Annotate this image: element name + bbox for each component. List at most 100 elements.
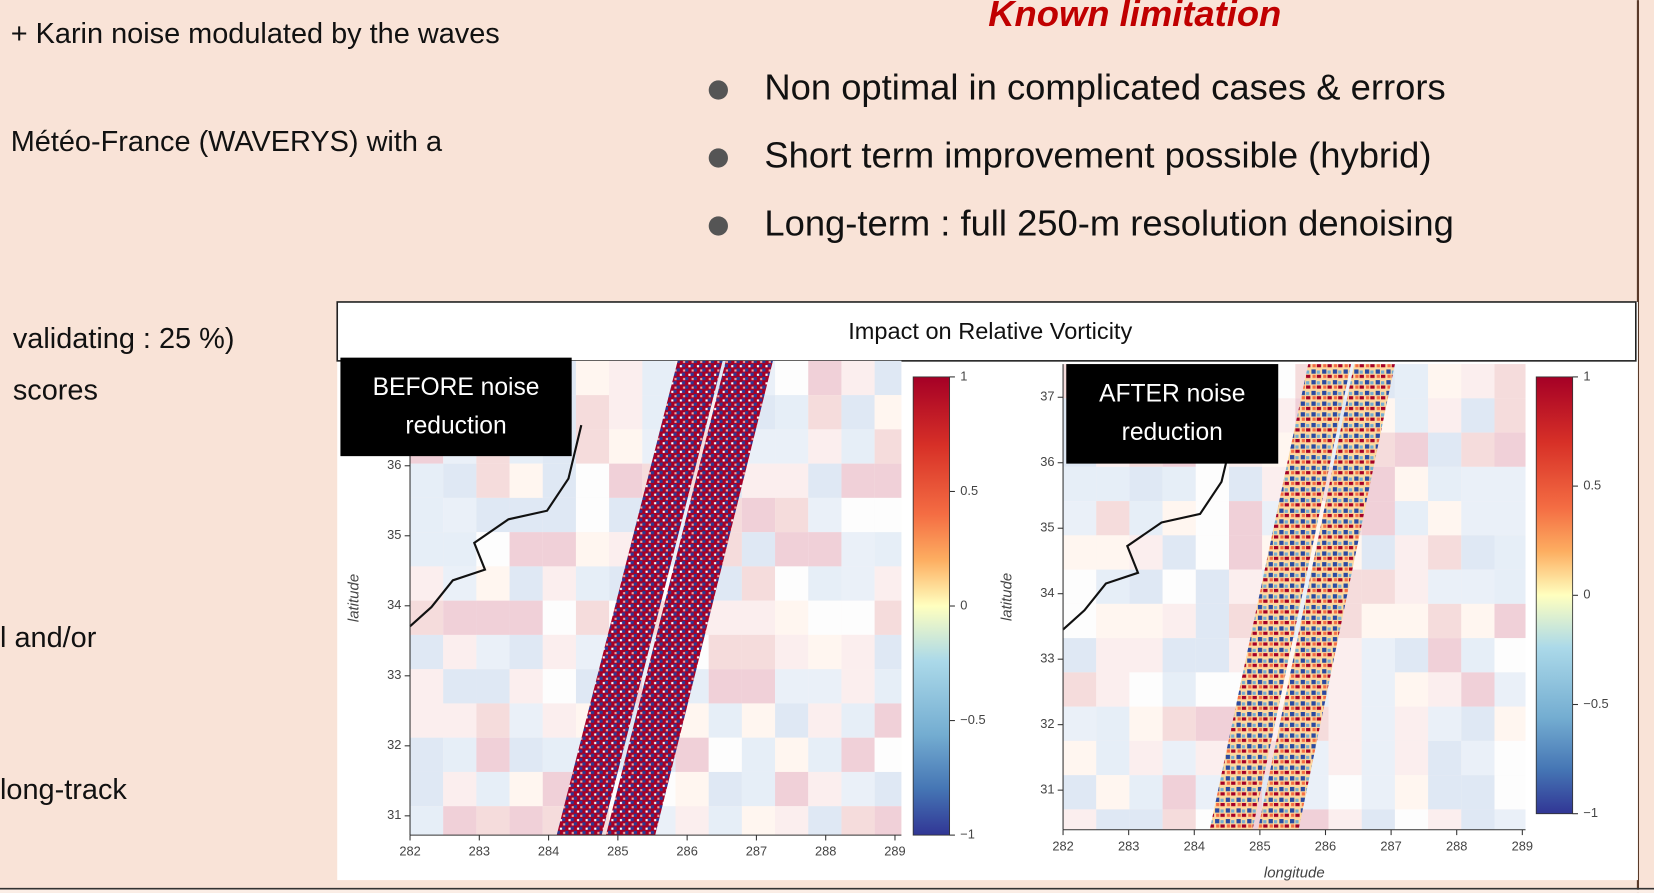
body-text: validating : 25 %) [13, 323, 235, 355]
map-cell [476, 737, 510, 772]
map-cell [741, 771, 776, 807]
map-cell [575, 395, 610, 430]
map-cell [775, 669, 809, 704]
map-cell [808, 566, 842, 601]
map-cell [1063, 603, 1097, 639]
map-cell [1461, 432, 1495, 467]
map-cell [410, 806, 444, 836]
map-cell [708, 600, 742, 635]
x-tick-label: 282 [1052, 838, 1073, 853]
map-panel: 31 32 33 34 35 36 37 282 283 284 285 286 287 288 289 la… [998, 364, 1609, 882]
map-cell [675, 806, 709, 836]
map-cell [1129, 706, 1163, 741]
map-cell [841, 497, 875, 533]
map-cell [1428, 569, 1462, 604]
map-cell [808, 429, 842, 464]
map-cell [443, 771, 477, 807]
swath [1257, 364, 1395, 830]
map-cell [808, 395, 842, 430]
x-tick-label: 289 [884, 844, 905, 859]
map-cell [1428, 740, 1462, 776]
map-cell [1428, 603, 1462, 639]
map-cell [1428, 535, 1462, 570]
map-cell [575, 600, 610, 635]
colorbar-tick-label: 0 [1583, 587, 1590, 602]
map-cell [1461, 603, 1495, 639]
x-tick-label: 286 [676, 844, 697, 859]
map-cell [874, 497, 902, 533]
x-tick-label: 284 [1184, 838, 1205, 853]
y-tick-label: 31 [387, 807, 401, 822]
bullet-dot [708, 148, 728, 168]
body-text: scores [13, 375, 98, 407]
map-cell [1394, 432, 1429, 467]
map-cell [841, 634, 875, 670]
map-cell [841, 566, 875, 601]
map-cell [775, 463, 809, 498]
map-cell [775, 806, 809, 836]
map-cell [1129, 638, 1163, 673]
map-cell [1394, 740, 1429, 776]
map-cell [1096, 809, 1130, 830]
coastline [409, 424, 583, 628]
map-cell [874, 771, 902, 807]
y-tick-label: 34 [387, 597, 401, 612]
coastline [1062, 428, 1236, 631]
map-cell [1428, 706, 1462, 741]
map-cell [443, 497, 477, 533]
map-cell [775, 634, 809, 670]
map-cell [1096, 501, 1130, 536]
map-cell [1394, 775, 1429, 810]
map-cell [708, 771, 742, 807]
limitation-list: Non optimal in complicated cases & error… [708, 67, 1454, 244]
colorbar-tick-label: 1 [960, 368, 967, 383]
map-cell [1129, 672, 1163, 707]
map-cell [1129, 466, 1163, 502]
map-cell [476, 600, 510, 635]
swath [605, 360, 773, 836]
y-axis-label: latitude [345, 574, 362, 622]
map-cell [1195, 672, 1229, 707]
y-tick-label: 36 [387, 457, 401, 472]
map-cell [1361, 569, 1395, 604]
map-cell [1096, 740, 1130, 776]
map-cell [741, 532, 776, 567]
map-cell [476, 703, 510, 738]
colorbar-tick-label: −0.5 [1583, 696, 1608, 711]
map-cell [1063, 706, 1097, 741]
map-cell [1328, 706, 1362, 741]
y-tick-label: 32 [387, 737, 401, 752]
map-cell [1428, 775, 1462, 810]
map-cell [741, 737, 776, 772]
colorbar [912, 376, 951, 836]
map-cell [1394, 638, 1429, 673]
map-cell [1428, 398, 1462, 433]
map-cell [675, 771, 709, 807]
panel-label-box [340, 357, 572, 457]
map-cell [509, 463, 543, 498]
y-tick-label: 37 [1040, 389, 1054, 404]
map-cell [1162, 706, 1196, 741]
map-cell [542, 532, 576, 567]
map-cell [1494, 740, 1526, 776]
map-cell [1162, 809, 1196, 830]
map-cell [1063, 740, 1097, 776]
colorbar-tick-label: 0 [960, 597, 967, 612]
map-cell [741, 600, 776, 635]
map-cell [808, 737, 842, 772]
map-cell [1328, 740, 1362, 776]
figure-title-bar [336, 301, 1637, 362]
map-cell [675, 737, 709, 772]
map-cell [841, 600, 875, 635]
map-cell [708, 806, 742, 836]
map-cell [1096, 638, 1130, 673]
limitation-title: Known limitation [988, 0, 1281, 34]
map-cell [410, 634, 444, 670]
map-cell [1195, 569, 1229, 604]
map-cell [1361, 775, 1395, 810]
map-cell [443, 806, 477, 836]
map-cell [1162, 775, 1196, 810]
map-cell [509, 600, 543, 635]
map-cell [1494, 775, 1526, 810]
panel-label-box [1066, 364, 1279, 464]
